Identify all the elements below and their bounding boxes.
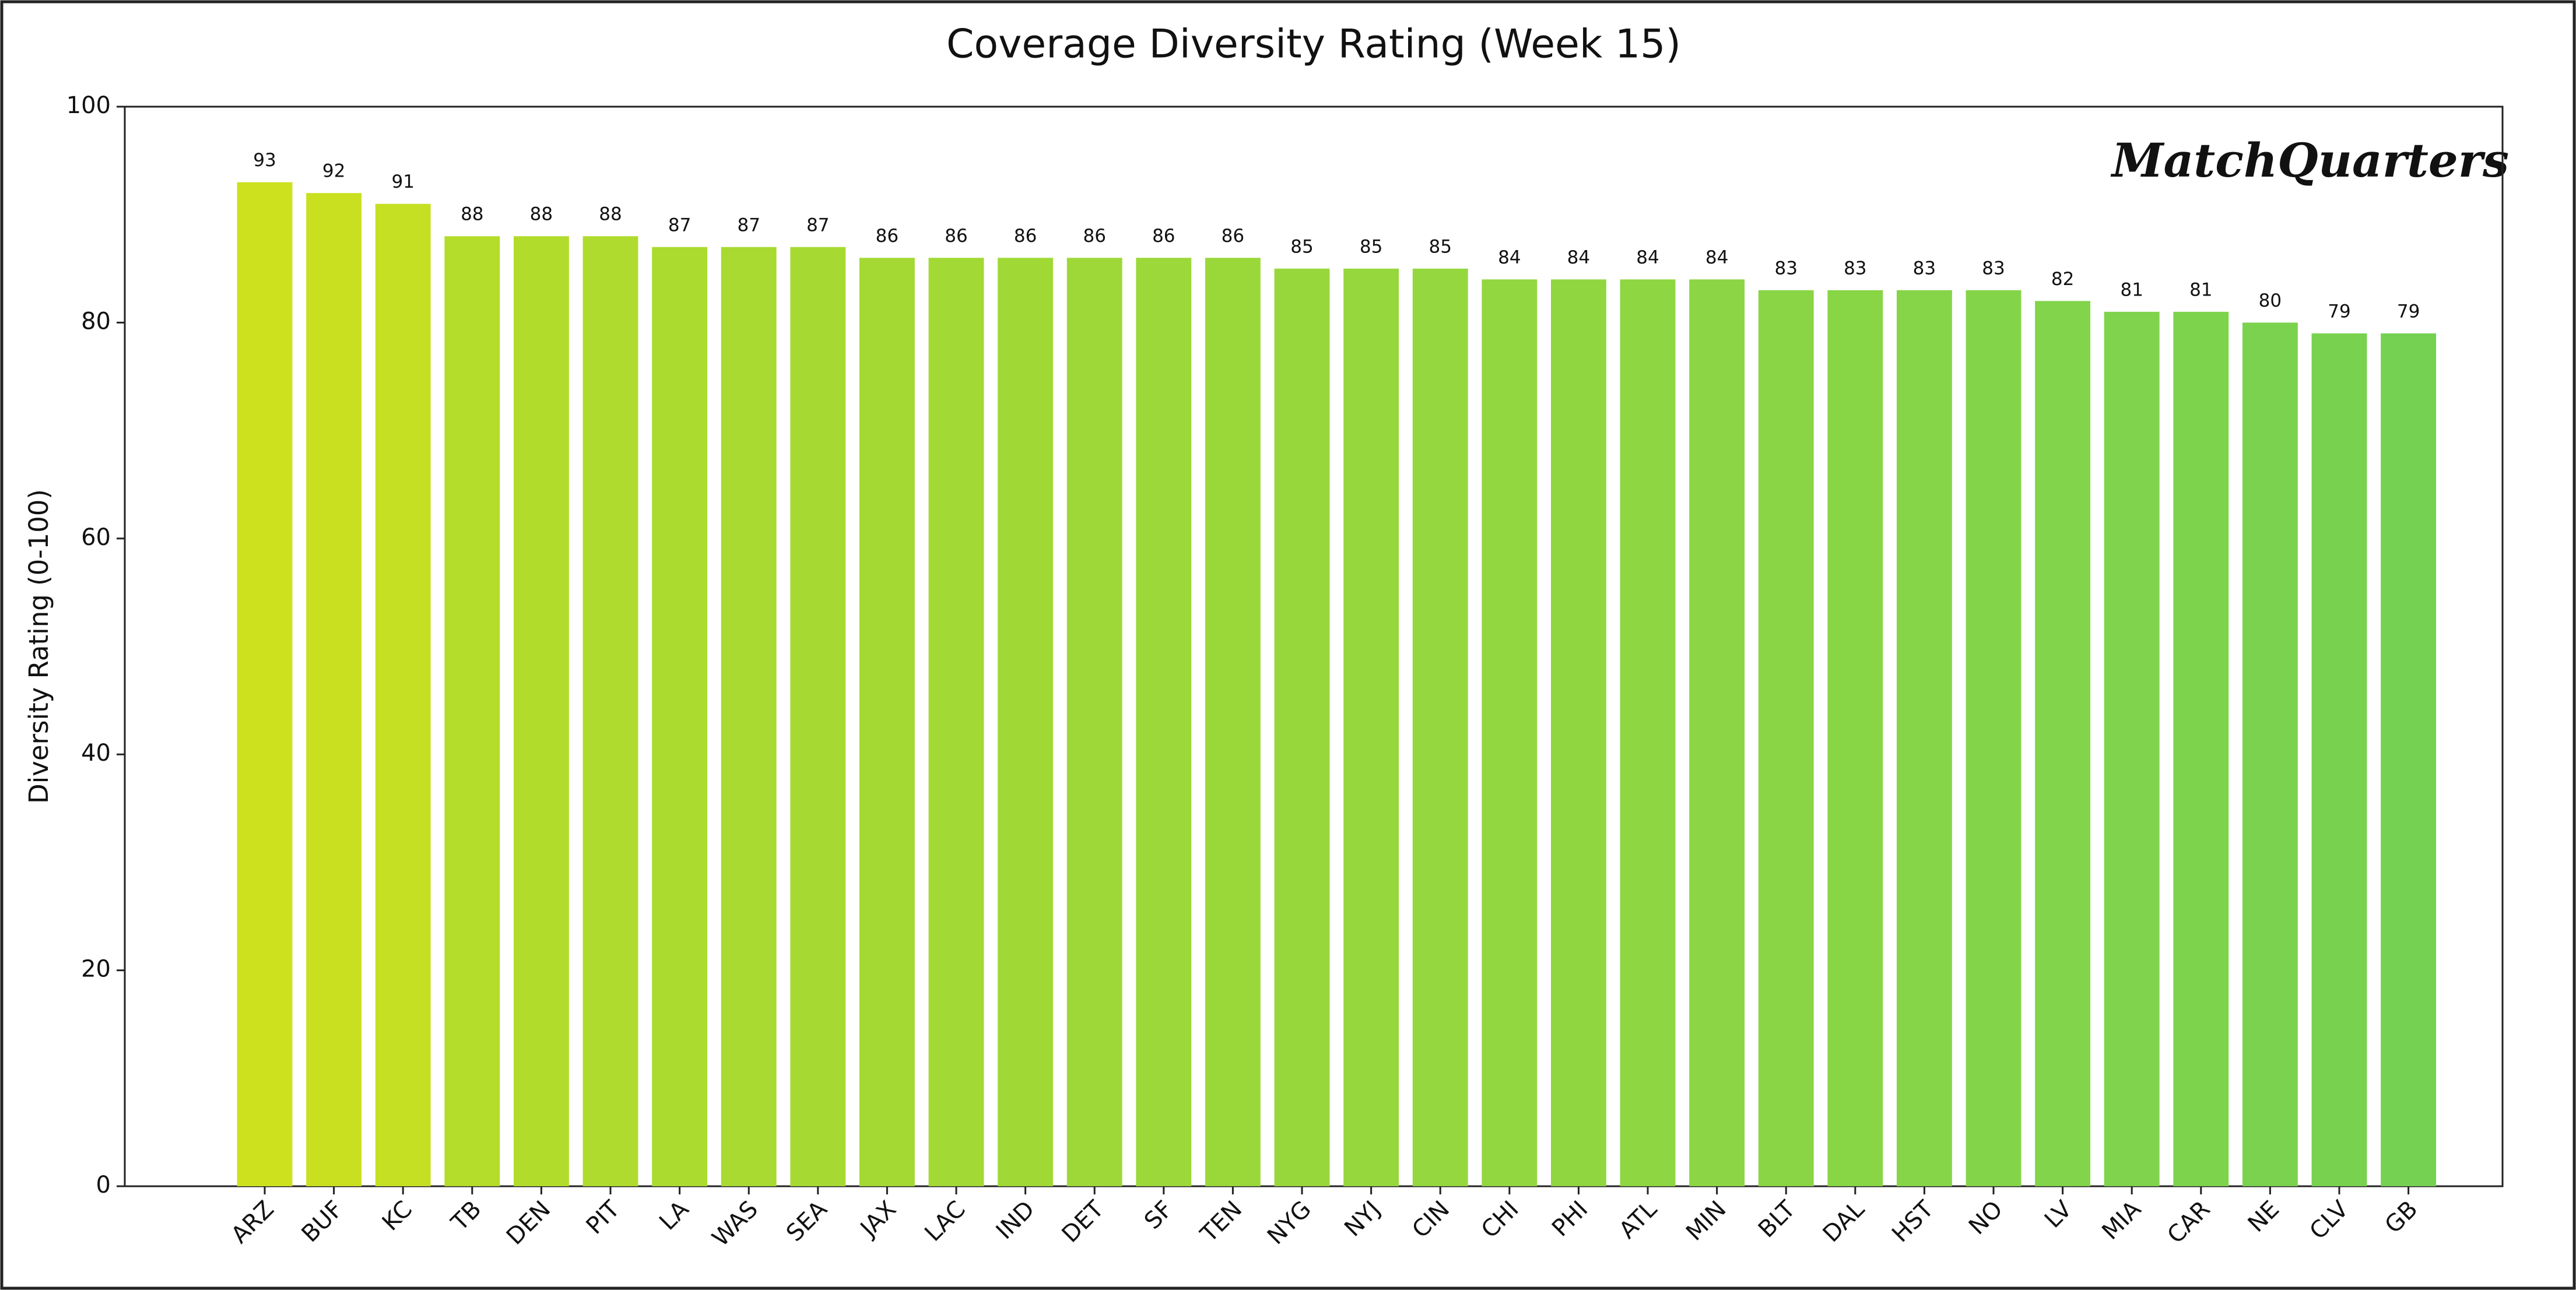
- bar: [1482, 279, 1538, 1186]
- bar: [306, 193, 362, 1186]
- value-label: 87: [737, 215, 760, 235]
- bar: [721, 247, 777, 1186]
- value-label: 88: [461, 204, 483, 225]
- bar: [1550, 279, 1606, 1186]
- chart-title: Coverage Diversity Rating (Week 15): [946, 22, 1681, 68]
- y-tick-label: 40: [81, 740, 111, 767]
- bar: [859, 258, 915, 1186]
- value-label: 93: [253, 150, 276, 171]
- value-label: 91: [391, 171, 414, 192]
- value-label: 86: [1014, 226, 1037, 247]
- value-label: 83: [1913, 258, 1936, 279]
- bar: [1066, 258, 1122, 1186]
- value-label: 86: [876, 226, 899, 247]
- value-label: 80: [2259, 290, 2282, 311]
- value-label: 84: [1636, 247, 1659, 268]
- value-label: 84: [1567, 247, 1590, 268]
- y-tick-label: 80: [81, 308, 111, 335]
- y-tick-label: 20: [81, 956, 111, 983]
- watermark: MatchQuarters: [2110, 133, 2509, 188]
- bar: [2173, 311, 2229, 1186]
- value-label: 88: [530, 204, 553, 225]
- bar: [375, 203, 431, 1187]
- value-label: 83: [1774, 258, 1797, 279]
- value-label: 87: [668, 215, 691, 235]
- bar: [1274, 268, 1330, 1186]
- value-label: 79: [2328, 301, 2350, 322]
- bar: [1136, 258, 1192, 1186]
- bar: [2381, 333, 2437, 1187]
- bar: [582, 236, 638, 1186]
- value-label: 81: [2189, 279, 2212, 300]
- y-axis-label: Diversity Rating (0-100): [23, 489, 54, 804]
- bar: [998, 258, 1054, 1186]
- bar: [2311, 333, 2367, 1187]
- bar: [2242, 322, 2298, 1186]
- bar: [652, 247, 708, 1186]
- bar: [1343, 268, 1399, 1186]
- value-label: 83: [1982, 258, 2005, 279]
- bar: [444, 236, 500, 1186]
- value-label: 85: [1290, 236, 1313, 257]
- value-label: 86: [945, 226, 967, 247]
- value-label: 79: [2397, 301, 2420, 322]
- value-label: 84: [1498, 247, 1521, 268]
- value-label: 86: [1152, 226, 1175, 247]
- bar: [1966, 290, 2022, 1187]
- bar: [1896, 290, 1952, 1187]
- bar: [790, 247, 846, 1186]
- value-label: 85: [1360, 236, 1382, 257]
- value-label: 83: [1844, 258, 1866, 279]
- bar: [2104, 311, 2160, 1186]
- value-label: 81: [2120, 279, 2143, 300]
- bar: [1689, 279, 1745, 1186]
- bar: [237, 182, 293, 1186]
- bar: [1758, 290, 1814, 1187]
- value-label: 92: [322, 161, 345, 182]
- y-tick-label: 60: [81, 524, 111, 551]
- bar: [1827, 290, 1883, 1187]
- value-label: 85: [1429, 236, 1451, 257]
- value-label: 86: [1083, 226, 1105, 247]
- bar: [513, 236, 569, 1186]
- bar: [1412, 268, 1468, 1186]
- value-label: 86: [1222, 226, 1244, 247]
- bar: [1205, 258, 1261, 1186]
- value-label: 88: [599, 204, 622, 225]
- value-label: 82: [2051, 269, 2074, 290]
- bar: [2035, 301, 2091, 1186]
- bar: [1620, 279, 1676, 1186]
- bar: [928, 258, 984, 1186]
- value-label: 84: [1705, 247, 1728, 268]
- value-label: 87: [806, 215, 829, 235]
- y-tick-label: 100: [66, 92, 111, 119]
- y-tick-label: 0: [96, 1172, 111, 1198]
